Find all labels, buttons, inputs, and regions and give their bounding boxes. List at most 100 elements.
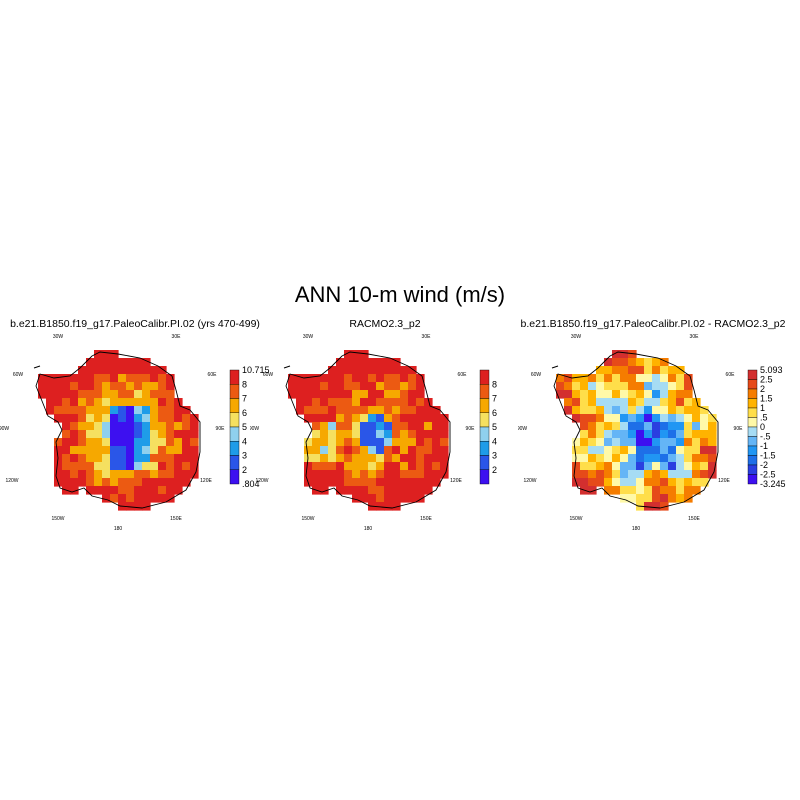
wind-cell <box>628 366 637 375</box>
wind-cell <box>700 406 709 415</box>
wind-cell <box>556 374 565 383</box>
wind-cell <box>660 366 669 375</box>
wind-cell <box>70 470 79 479</box>
wind-cell <box>320 430 329 439</box>
wind-cell <box>352 470 361 479</box>
wind-cell <box>158 406 167 415</box>
wind-cell <box>652 374 661 383</box>
wind-cell <box>700 470 709 479</box>
longitude-label: 90E <box>734 426 744 432</box>
wind-cell <box>400 374 409 383</box>
wind-cell <box>676 470 685 479</box>
wind-cell <box>400 382 409 391</box>
wind-cell <box>612 414 621 423</box>
wind-cell <box>126 422 135 431</box>
wind-cell <box>336 398 345 407</box>
wind-cell <box>384 430 393 439</box>
wind-cell <box>368 374 377 383</box>
colorbar-swatch <box>479 455 490 470</box>
wind-cell <box>336 430 345 439</box>
wind-cell <box>312 422 321 431</box>
wind-cell <box>288 382 297 391</box>
wind-cell <box>312 414 321 423</box>
wind-cell <box>652 470 661 479</box>
wind-cell <box>692 414 701 423</box>
wind-cell <box>182 478 191 487</box>
wind-cell <box>684 446 693 455</box>
wind-cell <box>174 454 183 463</box>
colorbar-swatch <box>229 455 240 470</box>
longitude-label: 180 <box>114 526 123 532</box>
wind-cell <box>118 438 127 447</box>
wind-cell <box>644 478 653 487</box>
wind-cell <box>596 422 605 431</box>
wind-cell <box>644 382 653 391</box>
wind-cell <box>572 462 581 471</box>
wind-cell <box>174 462 183 471</box>
wind-cell <box>78 414 87 423</box>
wind-cell <box>102 358 111 367</box>
wind-cell <box>604 382 613 391</box>
wind-cell <box>376 454 385 463</box>
wind-cell <box>368 454 377 463</box>
wind-cell <box>102 438 111 447</box>
wind-cell <box>564 406 573 415</box>
wind-cell <box>158 366 167 375</box>
wind-cell <box>668 390 677 399</box>
wind-cell <box>118 358 127 367</box>
wind-cell <box>328 446 337 455</box>
wind-cell <box>644 454 653 463</box>
wind-cell <box>596 462 605 471</box>
wind-cell <box>94 358 103 367</box>
wind-cell <box>320 398 329 407</box>
wind-cell <box>660 462 669 471</box>
wind-cell <box>400 422 409 431</box>
wind-cell <box>432 430 441 439</box>
wind-cell <box>676 414 685 423</box>
wind-cell <box>400 454 409 463</box>
wind-cell <box>612 478 621 487</box>
wind-cell <box>78 366 87 375</box>
wind-cell <box>392 446 401 455</box>
wind-cell <box>344 414 353 423</box>
panel-racmo-wind: RACMO2.3_p2 30W 30E 60W 60E 90W 90E 120W 120E 15… <box>250 300 520 550</box>
colorbar-label: .5 <box>760 413 768 423</box>
wind-cell <box>684 406 693 415</box>
wind-cell <box>344 486 353 495</box>
wind-cell <box>604 390 613 399</box>
wind-cell <box>636 374 645 383</box>
wind-cell <box>660 414 669 423</box>
wind-cell <box>596 446 605 455</box>
colorbar-swatch <box>747 455 758 466</box>
colorbar-swatch <box>747 436 758 447</box>
wind-cell <box>336 446 345 455</box>
wind-cell <box>684 478 693 487</box>
wind-cell <box>102 398 111 407</box>
wind-cell <box>692 446 701 455</box>
wind-cell <box>110 470 119 479</box>
wind-cell <box>142 430 151 439</box>
wind-cell <box>604 486 613 495</box>
wind-cell <box>166 454 175 463</box>
wind-cell <box>158 438 167 447</box>
wind-cell <box>644 430 653 439</box>
colorbar: 8 7 6 5 4 3 2 <box>479 369 497 485</box>
wind-cell <box>86 462 95 471</box>
wind-cell <box>628 350 637 359</box>
wind-cell <box>612 374 621 383</box>
wind-cell <box>86 398 95 407</box>
wind-cell <box>134 470 143 479</box>
wind-cell <box>70 446 79 455</box>
longitude-label: 30W <box>303 334 314 340</box>
wind-cell <box>384 398 393 407</box>
wind-cell <box>344 478 353 487</box>
wind-cell <box>102 366 111 375</box>
wind-cell <box>110 462 119 471</box>
wind-cell <box>46 382 55 391</box>
wind-cell <box>150 462 159 471</box>
wind-cell <box>94 486 103 495</box>
coastline <box>553 351 719 509</box>
longitude-label: 180 <box>364 526 373 532</box>
wind-cell <box>336 470 345 479</box>
wind-cell <box>118 430 127 439</box>
